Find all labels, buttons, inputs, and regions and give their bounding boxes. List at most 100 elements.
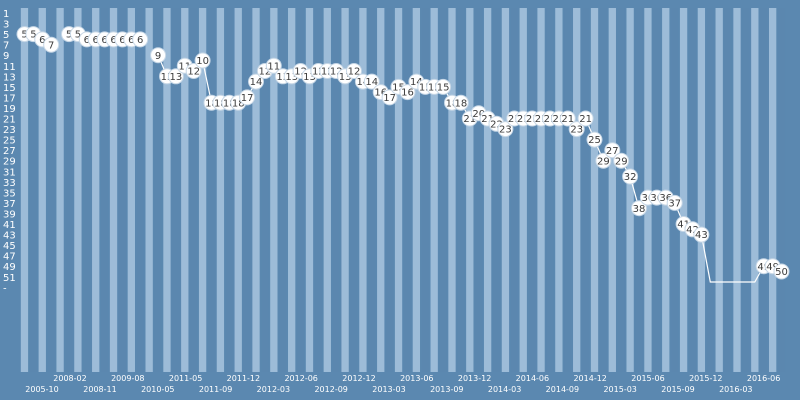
data-label: 49 [757,262,770,273]
grid-stripe [350,8,358,372]
grid-stripe [127,8,135,372]
grid-stripe [207,8,216,372]
grid-stripe [181,8,189,372]
data-label: 18 [446,98,459,109]
y-tick-label: 21 [3,115,16,126]
data-label: 18 [223,98,236,109]
data-label: 36 [659,193,672,204]
data-point [604,142,621,159]
data-label: 15 [392,83,405,94]
data-label: 12 [321,67,334,78]
data-label: 6 [93,35,99,46]
grid-stripe [626,8,634,372]
data-point [248,73,264,90]
x-tick-label: 2013-09 [430,385,463,394]
data-point [132,31,149,48]
data-label: 23 [570,125,583,136]
data-label: 15 [428,83,441,94]
data-point [577,110,594,127]
x-tick-label: 2016-03 [719,385,752,394]
grid-stripe [519,8,527,372]
x-tick-label: 2012-09 [314,385,347,394]
y-tick-label: 29 [3,157,16,168]
data-point [497,121,514,138]
grid-stripe [359,8,367,372]
grid-stripe [56,8,64,372]
y-tick-label: 9 [3,51,9,62]
data-point [666,194,683,211]
x-tick-label: 2015-06 [631,374,664,383]
data-label: 38 [633,204,646,215]
y-tick-label: 41 [3,220,16,231]
grid-stripe [261,8,269,372]
data-label: 41 [677,220,690,231]
grid-stripe [421,8,429,372]
grid-stripe [377,8,385,372]
grid-stripe [314,8,323,372]
grid-stripe [733,8,741,372]
data-point [595,152,612,169]
data-point [265,57,282,74]
grid-stripe [492,8,501,372]
x-tick-label: 2014-03 [488,385,521,394]
grid-stripe [136,8,144,372]
data-label: 21 [579,114,592,125]
data-label: 12 [294,67,307,78]
x-axis: 2008-02 2009-08 2011-05 2011-12 2012-06 2012-… [25,374,780,394]
data-label: 6 [101,35,107,46]
y-tick-label: 3 [3,20,9,31]
grid-stripe [715,8,723,372]
grid-stripe [198,8,207,372]
grid-stripe [83,8,91,372]
y-tick-label: 47 [3,252,16,263]
grid-stripe [252,8,260,372]
grid-stripe [172,8,180,372]
grid-stripe [100,8,109,372]
y-tick-label: 43 [3,231,16,242]
grid-stripe [768,8,777,372]
grid-stripe [234,8,242,372]
grid-stripe [457,8,465,372]
grid-stripe [475,8,483,372]
x-tick-label: 2016-06 [747,374,780,383]
data-label: 21 [508,114,521,125]
grid-stripe [697,8,706,372]
data-point [586,131,603,148]
grid-stripe [501,8,510,372]
data-label: 12 [187,67,200,78]
grid-stripe [65,8,73,372]
grid-stripe [163,8,171,372]
grid-stripe [323,8,331,372]
x-tick-label: 2011-05 [169,374,202,383]
data-label: 13 [170,72,183,83]
y-tick-label: 37 [3,199,16,210]
data-point [559,110,576,127]
grid-stripe [38,8,46,372]
y-tick-label: 19 [3,104,16,115]
grid-stripe [341,8,349,372]
data-label: 13 [161,72,174,83]
data-label: 13 [285,72,298,83]
grid-stripe [279,8,287,372]
x-tick-label: 2009-08 [111,374,144,383]
y-tick-label: 7 [3,41,9,52]
stripe-layer [20,8,786,372]
data-label: 13 [303,72,316,83]
grid-stripe [724,8,732,372]
x-tick-label: 2015-12 [689,374,722,383]
grid-stripe [777,8,786,372]
data-label: 36 [650,193,663,204]
grid-stripe [109,8,118,372]
data-point [363,73,380,90]
data-label: 11 [267,61,280,72]
y-tick-label: 11 [3,62,16,73]
grid-stripe [430,8,438,372]
data-label: 17 [383,93,396,104]
data-label: 14 [357,77,370,88]
y-tick-label: 39 [3,210,16,221]
x-tick-label: 2014-06 [516,374,549,383]
grid-stripe [225,8,233,372]
grid-stripe [448,8,456,372]
grid-stripe [635,8,643,372]
